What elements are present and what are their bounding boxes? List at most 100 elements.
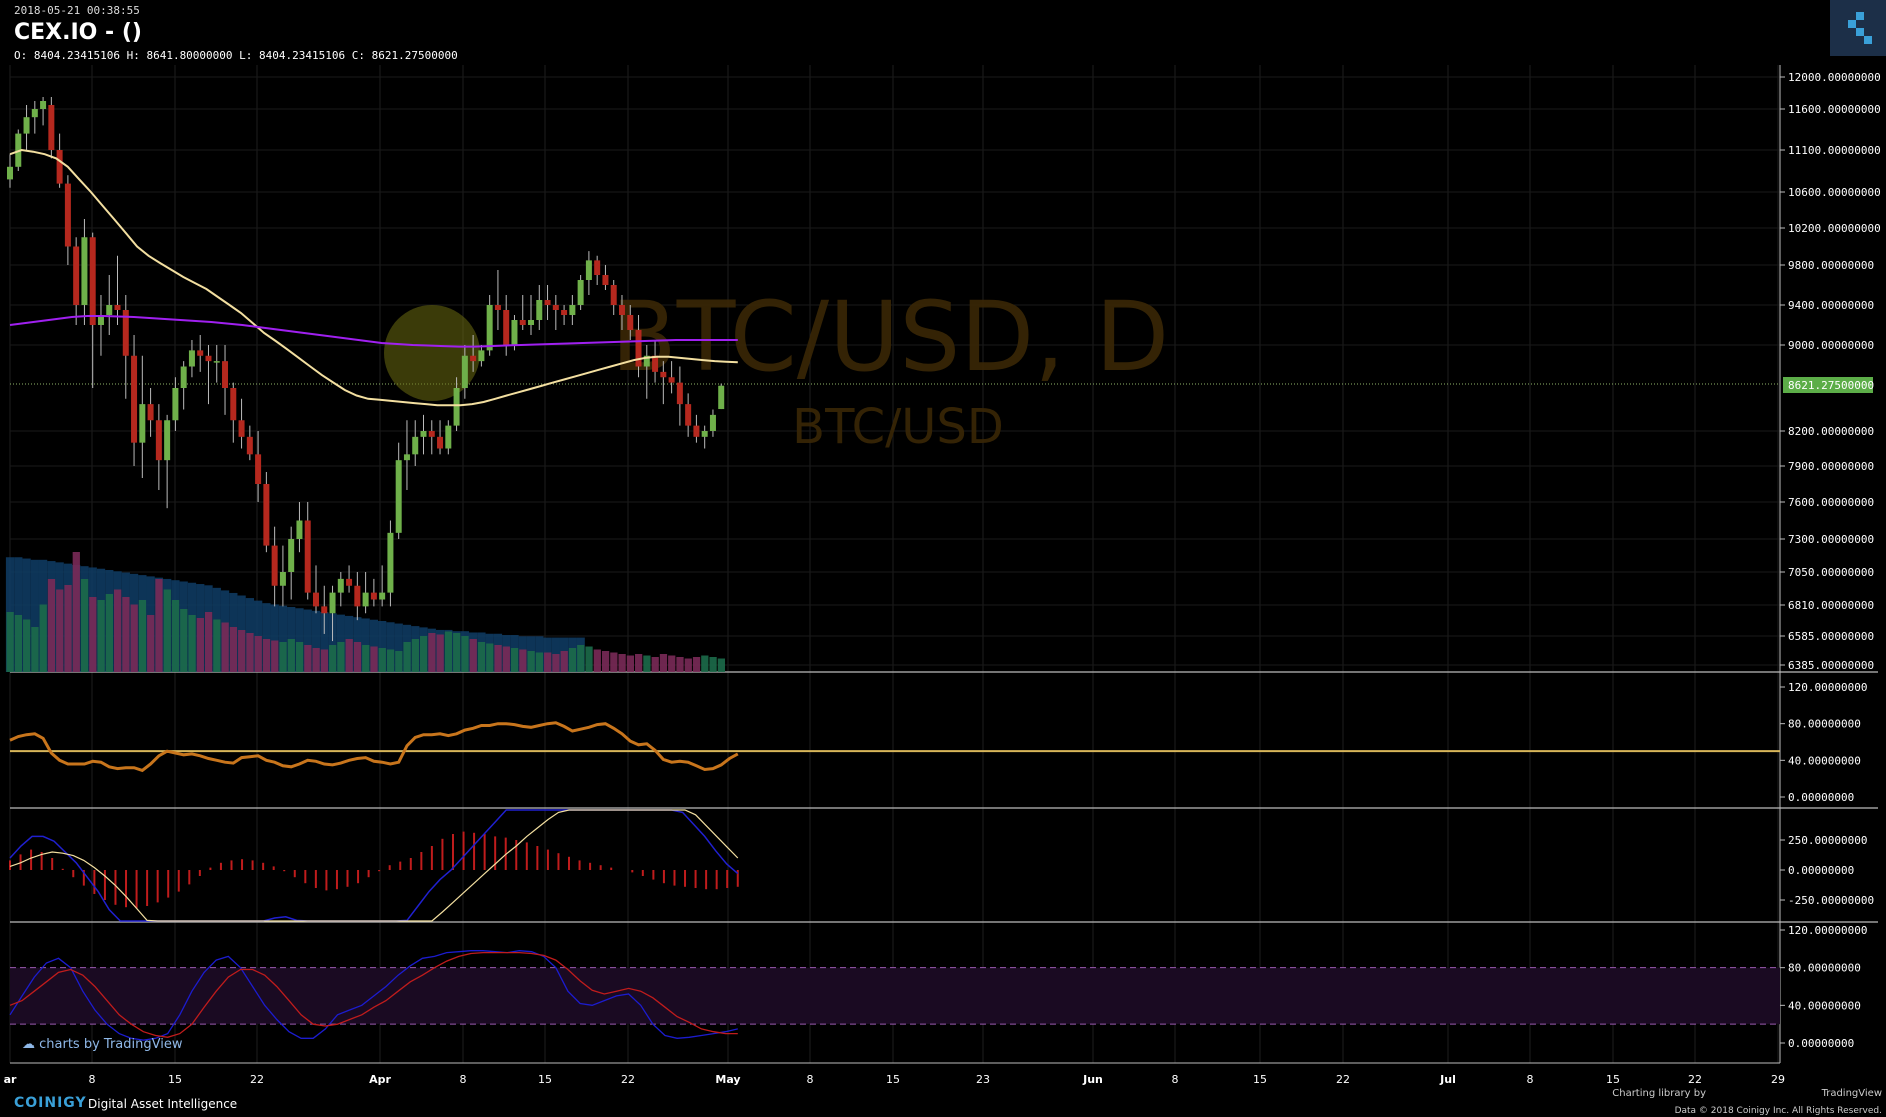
price-tick-label: 7050.00000000 [1788,566,1874,579]
volume-ma-bar [378,621,387,672]
time-tick-label: Jun [1082,1073,1103,1086]
volume-bar [295,642,304,672]
candle-body [222,361,229,388]
volume-bar [676,657,684,672]
candle-body [180,366,187,388]
candle-body [652,355,659,372]
volume-bar [320,649,329,672]
candle-body [701,431,708,437]
charting-library-credit: Charting library by [1612,1088,1706,1099]
price-tick-label: 7300.00000000 [1788,533,1874,546]
volume-bar [469,639,477,672]
volume-bar [204,612,213,672]
last-price-label: 8621.27500000 [1788,379,1874,392]
volume-bar [436,634,444,672]
volume-bar [395,651,403,672]
volume-bar [39,604,47,672]
volume-bar [246,633,254,672]
timestamp: 2018-05-21 00:38:55 [14,4,140,17]
volume-bar [519,649,527,672]
tradingview-brand[interactable]: ☁ charts by TradingView [22,1037,182,1052]
volume-bar [80,579,89,672]
candle-body [643,355,650,367]
candle-body [494,305,501,310]
candle-body [304,520,311,593]
time-tick-label: Apr [369,1073,391,1086]
volume-ma-bar [328,613,337,672]
candle-body [81,237,88,305]
candle-body [668,377,675,383]
price-tick-label: 9800.00000000 [1788,259,1874,272]
candle-body [387,532,394,593]
volume-ma-bar [369,619,379,672]
coinigy-brand[interactable]: COINIGY [14,1095,87,1111]
time-tick-label: 8 [1527,1073,1534,1086]
volume-ma-bar [394,623,403,672]
candle-body [106,305,113,315]
volume-ma-bar [14,557,23,672]
price-tick-label: 7600.00000000 [1788,496,1874,509]
volume-bar [345,639,353,672]
volume-bar [362,645,370,672]
candle-body [420,431,427,437]
volume-ma-bar [262,603,271,672]
candle-body [618,305,625,315]
volume-bar [238,630,246,672]
volume-bar [196,618,204,672]
candle-body [685,404,692,426]
candle-body [561,310,568,315]
volume-bar [304,645,312,672]
candle-body [271,545,278,586]
price-tick-label: 6385.00000000 [1788,659,1874,672]
candle-body [693,425,700,437]
volume-bar [403,642,411,672]
candle-body [31,109,38,118]
rsi-line [9,721,739,773]
candle-body [263,484,270,546]
data-credit: Data © 2018 Coinigy Inc. All Rights Rese… [1674,1106,1882,1116]
volume-bar [312,648,320,672]
candle-body [89,237,96,325]
logo-button[interactable] [1830,0,1886,56]
time-tick-label: 8 [1172,1073,1179,1086]
volume-ma-bar [30,559,39,672]
candle-body [155,420,162,461]
candle-body [503,310,510,345]
volume-bar [494,645,502,672]
ma-fast-line [9,148,738,407]
volume-bar [171,600,180,672]
volume-bar [510,648,519,672]
volume-bar [692,657,701,672]
macd-tick-label: -250.00000000 [1788,894,1874,907]
volume-bar [411,639,419,672]
volume-bar [577,645,585,672]
moving-averages [9,148,738,407]
volume-bar [23,619,31,672]
volume-bar [643,655,651,672]
candle-body [164,420,171,461]
candle-body [528,320,535,325]
stochastic-d-line [9,951,738,1038]
candle-body [635,330,642,367]
candle-body [238,420,245,437]
volume-bar [155,579,163,672]
highlight-marker [384,305,480,401]
volume-bar [31,627,39,672]
candle-body [73,246,80,305]
candle-body [172,388,179,421]
volume-bar [552,654,560,672]
candle-body [213,361,220,363]
time-tick-label: ar [4,1073,17,1086]
candle-body [255,454,262,484]
macd-tick-label: 0.00000000 [1788,864,1854,877]
time-tick-label: 22 [1688,1073,1702,1086]
volume-bar [420,636,428,672]
volume-bar [709,657,717,672]
volume-bar [618,654,626,672]
candle-body [395,460,402,533]
volume-bar [221,622,229,672]
tradingview-credit[interactable]: TradingView [1821,1088,1882,1099]
candle-body [718,385,725,410]
volume-bar [428,633,436,672]
